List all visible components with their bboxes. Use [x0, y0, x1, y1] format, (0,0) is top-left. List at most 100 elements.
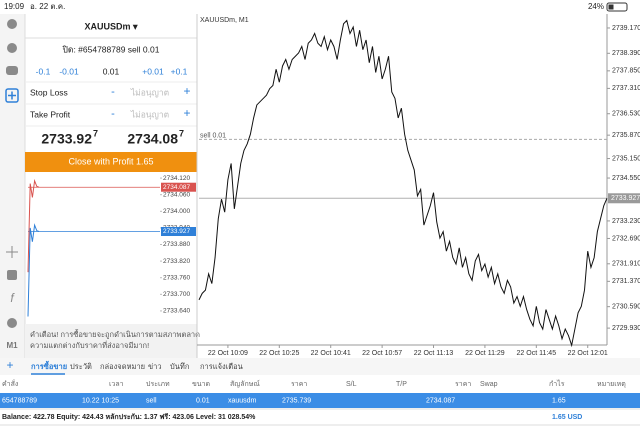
x-tick-label: 22 Oct 10:25 [259, 350, 299, 357]
y-tick-label: 2734.120 [163, 175, 190, 182]
y-tick-label: 2731.370 [612, 278, 640, 285]
volume-button[interactable]: -0.1 [36, 66, 51, 76]
table-cell: sell [146, 397, 157, 404]
table-row[interactable] [0, 393, 640, 408]
current-price-box [608, 193, 640, 204]
y-tick-label: 2730.590 [612, 304, 640, 311]
volume-value[interactable]: 0.01 [103, 66, 120, 76]
column-header: สัญลักษณ์ [230, 380, 260, 388]
volume-button[interactable]: -0.01 [59, 66, 79, 76]
bid-last-digit: 7 [93, 128, 98, 138]
volume-button[interactable]: +0.1 [171, 66, 188, 76]
symbol-selector[interactable]: XAUUSDm ▾ [84, 21, 138, 31]
position-info: ปิด: #654788789 sell 0.01 [62, 44, 160, 54]
chart-title: XAUUSDm, M1 [200, 17, 249, 24]
status-time: 19:09 [4, 2, 25, 11]
status-date: อ. 22 ต.ค. [30, 2, 65, 11]
current-price-label: 2733.927 [611, 195, 640, 202]
x-tick-label: 22 Oct 10:57 [362, 350, 402, 357]
bid-price: 2733.92 [41, 131, 92, 147]
stop-loss-label: Stop Loss [30, 87, 68, 97]
new-order-plus [8, 91, 16, 100]
tab[interactable]: การแจ้งเตือน [200, 362, 243, 371]
column-header: กำไร [549, 379, 565, 388]
indicators-icon[interactable] [7, 270, 17, 280]
table-cell: 654788789 [2, 397, 37, 404]
stop-loss-minus[interactable]: - [111, 86, 115, 98]
tick-line [27, 223, 40, 317]
x-tick-label: 22 Oct 10:41 [311, 350, 351, 357]
column-header: ขนาด [192, 381, 210, 388]
column-header: Swap [480, 381, 498, 388]
take-profit-minus[interactable]: - [111, 108, 115, 120]
column-header: S/L [346, 381, 357, 388]
new-order-icon[interactable] [5, 88, 19, 103]
timeframe-button[interactable]: M1 [6, 341, 18, 350]
account-icon[interactable] [7, 19, 17, 29]
y-tick-label: 2737.850 [612, 68, 640, 75]
y-tick-label: 2733.760 [163, 274, 190, 281]
y-tick-label: 2738.390 [612, 50, 640, 57]
y-tick-label: 2733.880 [163, 241, 190, 248]
y-tick-label: 2733.820 [163, 258, 190, 265]
y-tick-label: 2734.000 [163, 208, 190, 215]
y-tick-label: 2733.700 [163, 291, 190, 298]
x-tick-label: 22 Oct 10:09 [208, 350, 248, 357]
table-cell: 1.65 [552, 397, 566, 404]
x-tick-label: 22 Oct 11:29 [465, 350, 505, 357]
table-cell: xauusdm [228, 397, 257, 404]
table-cell: 2734.087 [426, 397, 455, 404]
battery-level: 24% [588, 2, 604, 11]
tab[interactable]: บันทึก [170, 362, 189, 371]
account-summary: Balance: 422.78 Equity: 424.43 หลักประกั… [2, 413, 256, 421]
column-header: เวลา [109, 381, 124, 388]
objects-icon[interactable] [7, 318, 17, 328]
function-icon[interactable]: f [10, 291, 15, 305]
take-profit-label: Take Profit [30, 109, 71, 119]
tab[interactable]: ข่าว [148, 362, 162, 371]
warning-text: คำเตือน! การซื้อขายจะถูกดำเนินการตามสภาพ… [30, 329, 200, 339]
add-button[interactable]: + [6, 358, 13, 372]
tab-bar [0, 358, 640, 375]
table-cell: 2735.739 [282, 397, 311, 404]
price-box [161, 182, 196, 192]
warning-box [25, 324, 197, 358]
price-box-label: 2733.927 [163, 228, 190, 235]
column-header: หมายเหตุ [597, 381, 626, 388]
column-header: ราคา [455, 381, 471, 388]
take-profit-value[interactable]: ไม่อนุญาต [130, 109, 169, 120]
battery-fill [608, 4, 614, 10]
y-tick-label: 2739.170 [612, 25, 640, 32]
trade-table: การซื้อขาย ประวัติ กล่องจดหมาย ข่าว บันทึก กา… [0, 360, 640, 426]
ask-price: 2734.08 [127, 131, 178, 147]
y-tick-label: 2729.930 [612, 325, 640, 332]
tick-line [27, 178, 40, 273]
chat-icon[interactable] [6, 66, 18, 75]
crosshair-icon[interactable] [6, 246, 18, 258]
trade-icon[interactable] [7, 43, 17, 53]
column-header: ราคา [291, 381, 307, 388]
close-button[interactable] [25, 152, 197, 172]
y-tick-label: 2733.640 [163, 308, 190, 315]
table-cell: 10.22 10:25 [82, 397, 119, 404]
x-tick-label: 22 Oct 11:45 [517, 350, 557, 357]
tab[interactable]: กล่องจดหมาย [100, 362, 145, 371]
stop-loss-plus[interactable]: + [183, 84, 190, 98]
battery-icon [606, 2, 628, 12]
price-box-label: 2734.087 [163, 184, 190, 191]
take-profit-plus[interactable]: + [183, 106, 190, 120]
price-line [198, 19, 608, 348]
close-button-label: Close with Profit 1.65 [68, 156, 153, 166]
column-header: คำสั่ง [2, 379, 18, 388]
column-header: ประเภท [146, 381, 170, 388]
tab[interactable]: การซื้อขาย [31, 360, 67, 371]
stop-loss-value[interactable]: ไม่อนุญาต [130, 87, 169, 98]
y-tick-label: 2735.870 [612, 132, 640, 139]
sidebar [0, 14, 25, 358]
price-box [161, 227, 196, 237]
tab[interactable]: ประวัติ [70, 362, 92, 371]
volume-button[interactable]: +0.01 [142, 66, 164, 76]
